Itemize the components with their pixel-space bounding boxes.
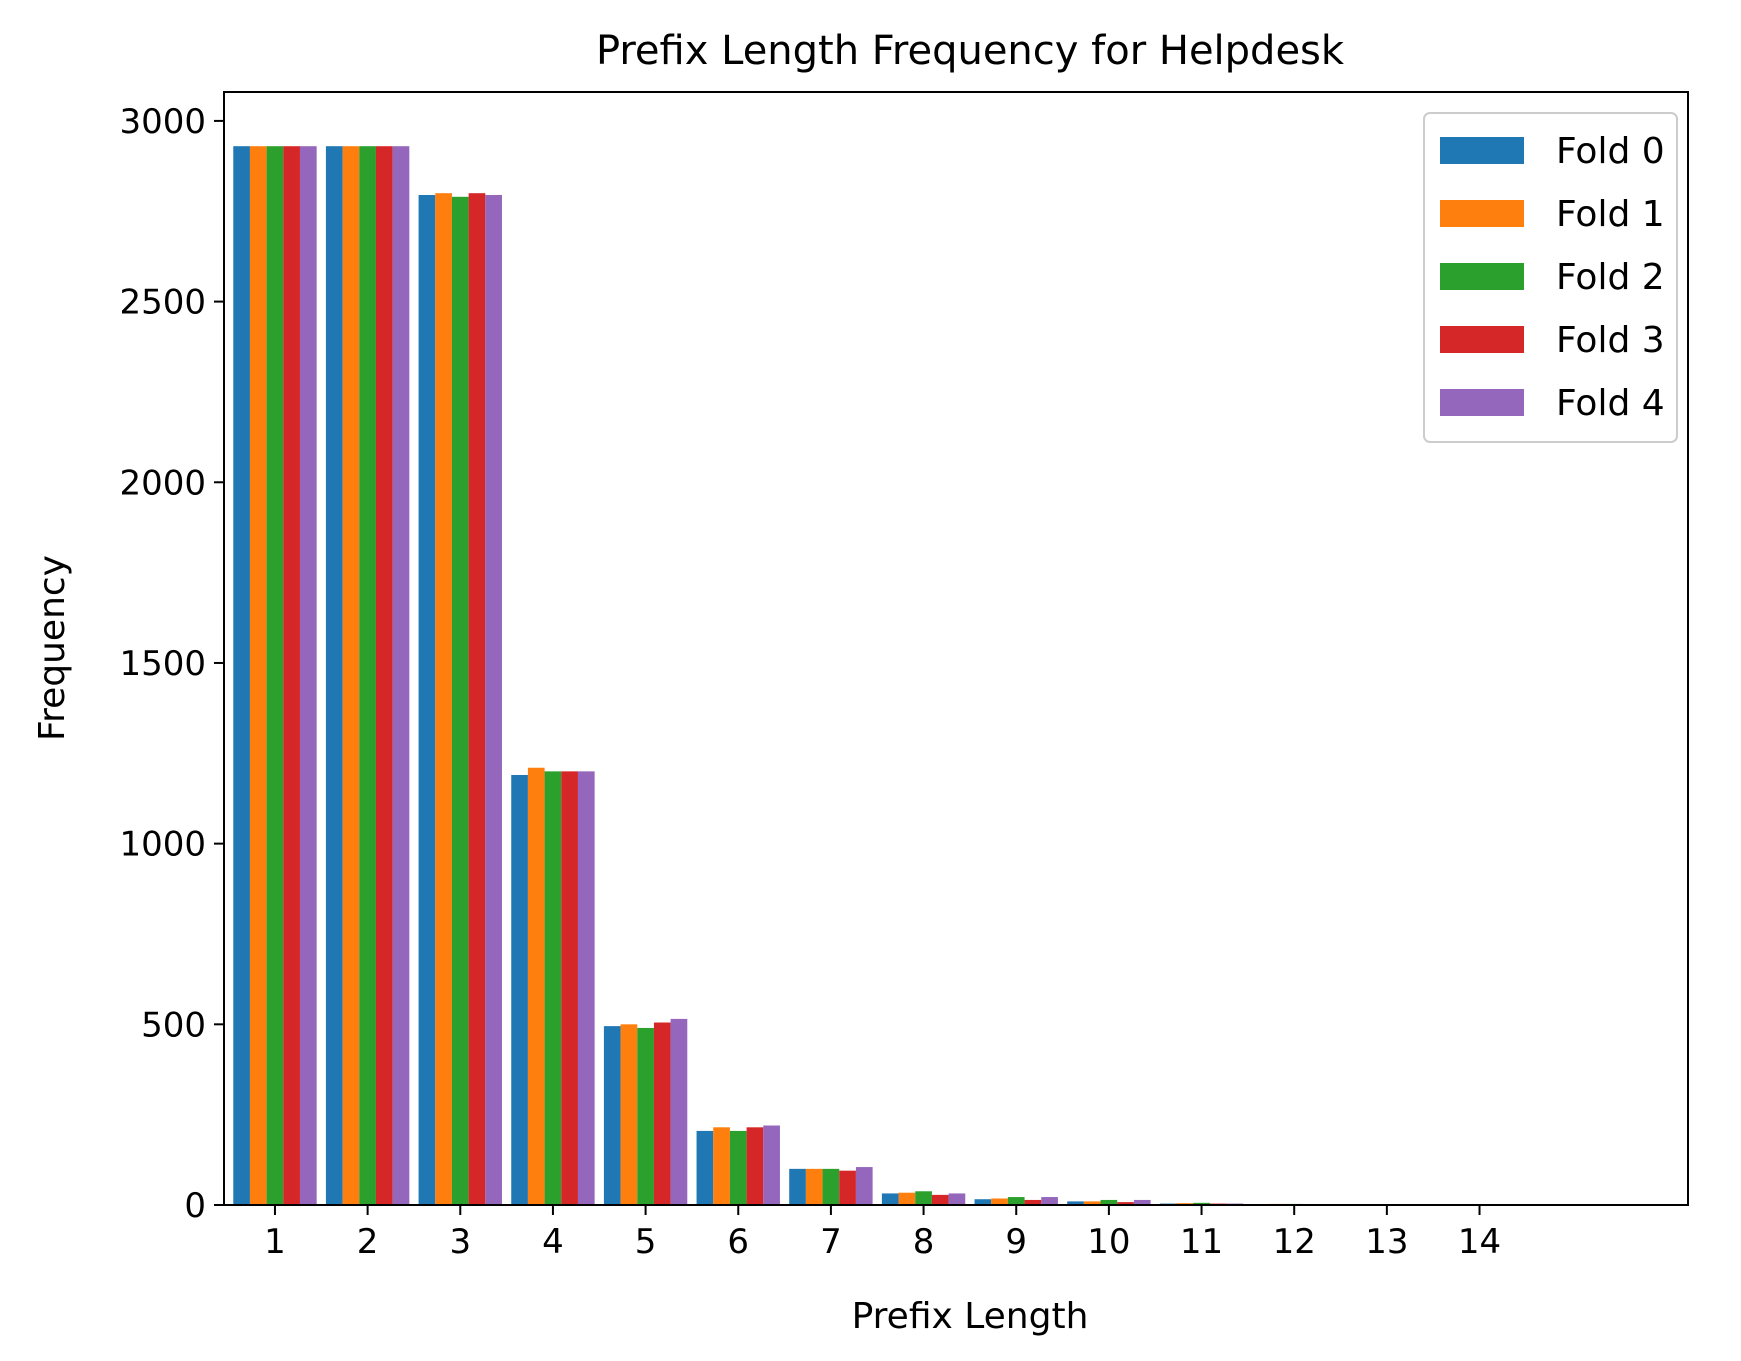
bar-series3-cat3 xyxy=(468,193,486,1205)
bar-series3-cat6 xyxy=(746,1127,764,1205)
series-2 xyxy=(266,146,1396,1206)
bar-series1-cat4 xyxy=(527,767,545,1205)
bar-series0-cat4 xyxy=(511,774,528,1205)
x-tick-label: 8 xyxy=(913,1222,935,1262)
legend-label-1: Fold 1 xyxy=(1556,194,1665,235)
bar-series4-cat8 xyxy=(948,1193,966,1205)
y-tick-label: 3000 xyxy=(119,102,206,142)
bar-series4-cat10 xyxy=(1133,1199,1151,1205)
bar-series4-cat4 xyxy=(577,771,595,1205)
x-tick-label: 6 xyxy=(727,1222,749,1262)
bar-series0-cat3 xyxy=(418,194,436,1206)
bar-series2-cat11 xyxy=(1193,1202,1210,1205)
legend-label-3: Fold 3 xyxy=(1556,320,1665,361)
bar-series1-cat7 xyxy=(805,1168,823,1205)
bar-series4-cat1 xyxy=(299,146,317,1206)
y-tick-label: 1000 xyxy=(119,825,206,865)
bar-series2-cat1 xyxy=(266,146,284,1206)
x-tick-label: 4 xyxy=(542,1222,564,1262)
bar-series4-cat2 xyxy=(392,146,410,1206)
bar-series2-cat7 xyxy=(822,1168,840,1205)
bar-series4-cat7 xyxy=(855,1167,873,1205)
bar-series2-cat4 xyxy=(544,771,562,1205)
y-tick-label: 0 xyxy=(184,1186,206,1226)
legend-label-0: Fold 0 xyxy=(1556,131,1665,172)
bar-series1-cat1 xyxy=(249,146,267,1206)
bar-series2-cat3 xyxy=(451,196,469,1206)
x-axis: 1 2 3 4 5 6 7 8 9 10 11 12 13 14 xyxy=(264,1205,1501,1262)
x-tick-label: 5 xyxy=(635,1222,657,1262)
bar-series0-cat9 xyxy=(974,1199,992,1205)
series-0 xyxy=(233,146,1455,1206)
x-tick-label: 11 xyxy=(1180,1222,1223,1262)
y-tick-label: 1500 xyxy=(119,644,206,684)
x-tick-label: 1 xyxy=(264,1222,286,1262)
bars-group xyxy=(233,146,1522,1206)
legend-swatch-3 xyxy=(1440,326,1524,353)
bar-series4-cat9 xyxy=(1041,1197,1058,1205)
bar-series2-cat10 xyxy=(1100,1199,1118,1205)
bar-series2-cat5 xyxy=(637,1027,654,1205)
bar-series3-cat5 xyxy=(653,1022,671,1205)
y-axis: 0 500 1000 1500 2000 2500 3000 xyxy=(119,102,224,1226)
legend: Fold 0 Fold 1 Fold 2 Fold 3 Fold 4 xyxy=(1423,112,1678,443)
plot-frame xyxy=(223,91,1689,1206)
y-axis-label: Frequency xyxy=(32,555,73,741)
bar-series1-cat5 xyxy=(620,1024,638,1205)
bar-series2-cat2 xyxy=(359,146,376,1206)
legend-swatch-2 xyxy=(1440,263,1524,290)
bar-series1-cat9 xyxy=(991,1198,1008,1205)
bar-series2-cat9 xyxy=(1007,1197,1025,1205)
y-tick-label: 2500 xyxy=(119,283,206,323)
legend-box xyxy=(1423,112,1678,443)
y-tick-label: 2000 xyxy=(119,463,206,503)
legend-swatch-0 xyxy=(1440,137,1524,164)
series-1 xyxy=(249,146,1379,1206)
legend-swatch-4 xyxy=(1440,389,1524,416)
x-tick-label: 14 xyxy=(1458,1222,1501,1262)
bar-series3-cat10 xyxy=(1117,1202,1134,1205)
bar-series4-cat3 xyxy=(485,194,502,1206)
bar-series2-cat6 xyxy=(729,1130,747,1205)
bar-series3-cat9 xyxy=(1024,1199,1042,1205)
bar-series0-cat1 xyxy=(233,146,250,1206)
bar-series3-cat1 xyxy=(283,146,300,1206)
bar-series1-cat2 xyxy=(342,146,360,1206)
bar-series0-cat6 xyxy=(696,1130,714,1205)
bar-series2-cat8 xyxy=(915,1191,932,1205)
bar-series1-cat6 xyxy=(713,1127,730,1205)
bar-series0-cat10 xyxy=(1067,1201,1084,1205)
x-tick-label: 2 xyxy=(357,1222,379,1262)
x-tick-label: 13 xyxy=(1365,1222,1408,1262)
x-tick-label: 10 xyxy=(1087,1222,1130,1262)
bar-series0-cat8 xyxy=(881,1193,899,1205)
x-tick-label: 3 xyxy=(449,1222,471,1262)
legend-label-4: Fold 4 xyxy=(1556,383,1665,424)
bar-series3-cat2 xyxy=(375,146,393,1206)
chart-title: Prefix Length Frequency for Helpdesk xyxy=(596,28,1345,74)
y-tick-label: 500 xyxy=(141,1005,206,1045)
bar-series0-cat7 xyxy=(789,1168,806,1205)
legend-swatch-1 xyxy=(1440,200,1524,227)
legend-label-2: Fold 2 xyxy=(1556,257,1665,298)
series-4 xyxy=(299,146,1522,1206)
bar-series0-cat5 xyxy=(603,1026,621,1206)
series-3 xyxy=(283,146,1412,1206)
bar-series4-cat6 xyxy=(763,1125,780,1205)
bar-series0-cat2 xyxy=(325,146,343,1206)
x-axis-label: Prefix Length xyxy=(852,1296,1089,1337)
bar-series3-cat4 xyxy=(561,771,578,1205)
bar-series4-cat5 xyxy=(670,1018,688,1205)
bar-series1-cat3 xyxy=(435,193,452,1205)
bar-series1-cat10 xyxy=(1083,1201,1101,1205)
bar-series3-cat7 xyxy=(839,1170,856,1205)
bar-series1-cat8 xyxy=(898,1192,916,1205)
x-tick-label: 9 xyxy=(1005,1222,1027,1262)
x-tick-label: 7 xyxy=(820,1222,842,1262)
bar-series3-cat8 xyxy=(931,1194,949,1205)
x-tick-label: 12 xyxy=(1273,1222,1316,1262)
